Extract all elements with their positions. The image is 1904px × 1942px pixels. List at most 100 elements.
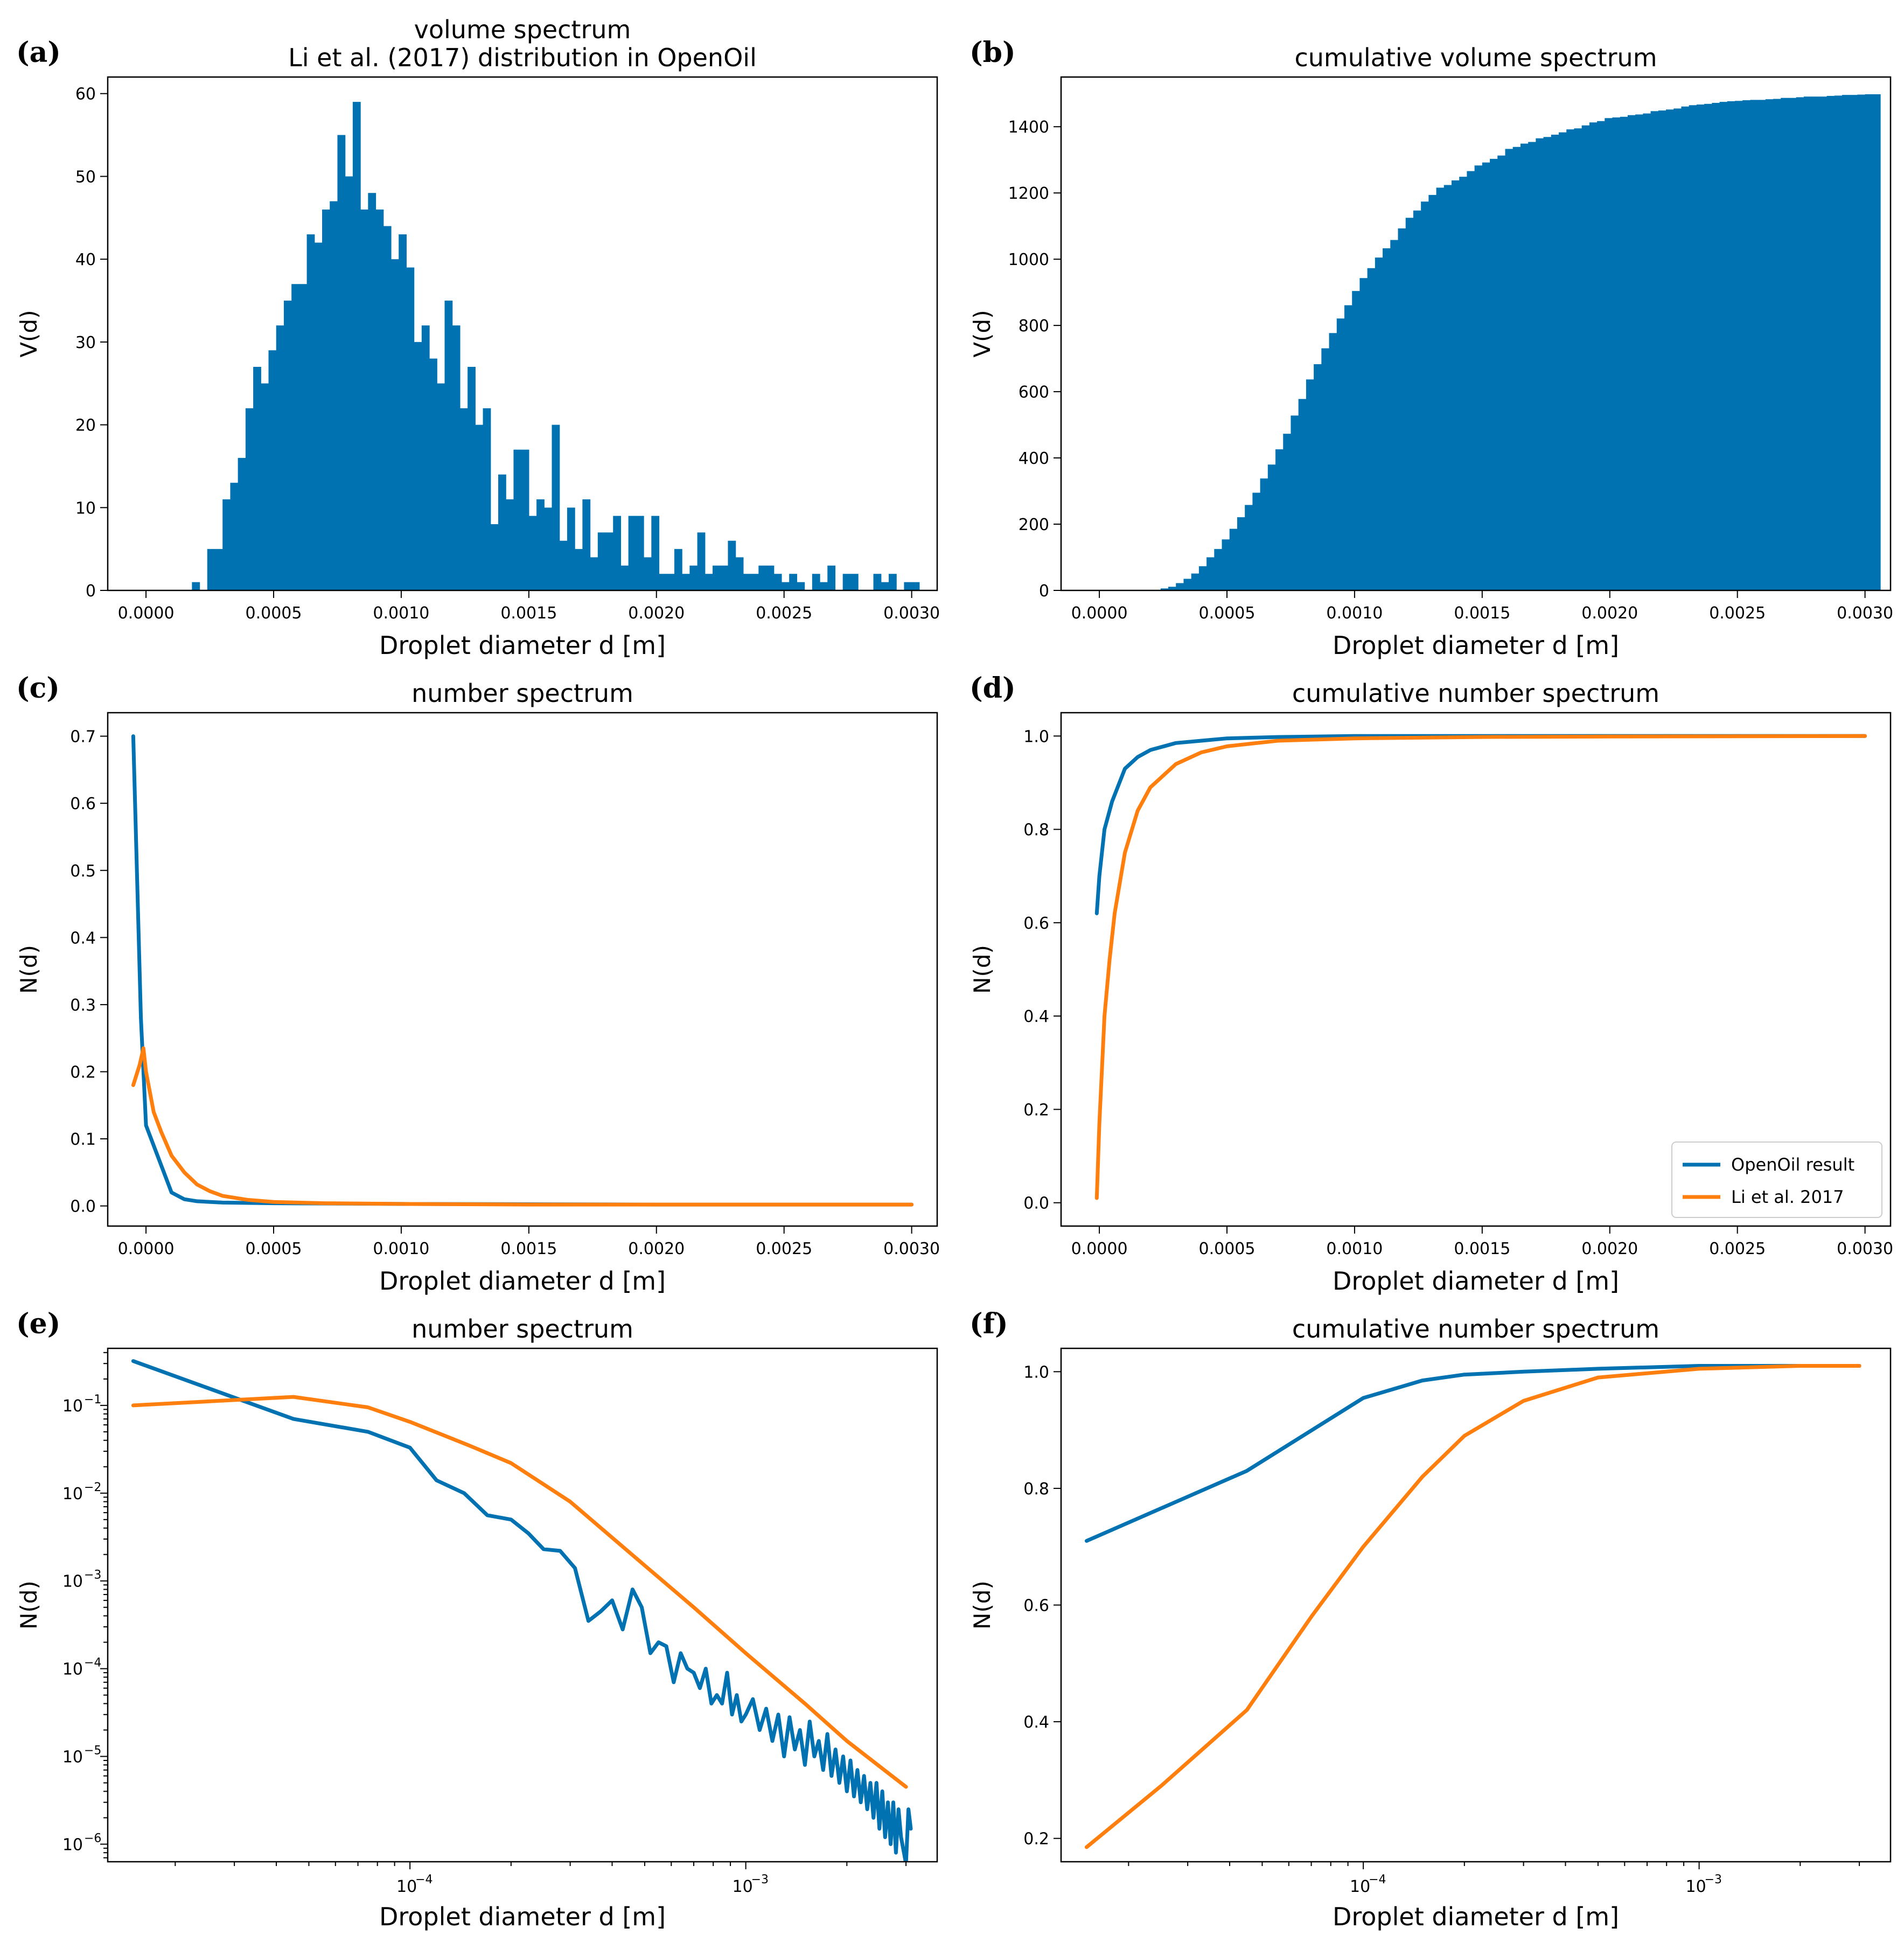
x-tick-label: 0.0015: [1454, 604, 1510, 623]
bar: [644, 557, 652, 590]
bar: [1719, 102, 1728, 590]
y-tick-label: 0.2: [1023, 1830, 1049, 1849]
x-tick-label: 0.0010: [1326, 1240, 1383, 1258]
bar: [383, 226, 392, 590]
bar: [345, 176, 353, 590]
y-tick-label: 0.3: [70, 996, 96, 1015]
y-tick-label: 1000: [1008, 250, 1049, 269]
x-tick-label: 0.0030: [883, 1240, 940, 1258]
x-tick-label: 10: [733, 1877, 753, 1896]
y-tick-label: 10: [62, 1748, 83, 1767]
panel-label: (b): [970, 36, 1016, 69]
bar: [330, 201, 338, 590]
bar: [705, 574, 713, 590]
y-tick-label: 50: [75, 168, 96, 186]
x-tick-exponent: −4: [1369, 1873, 1386, 1887]
bar: [475, 424, 484, 590]
bar: [1160, 588, 1169, 590]
x-tick-label: 0.0010: [1326, 604, 1383, 623]
bar: [421, 325, 430, 590]
y-tick-label: 60: [75, 85, 96, 104]
bar: [222, 499, 231, 590]
chart-title: number spectrum: [412, 1314, 633, 1344]
bar: [506, 499, 514, 590]
bar: [1306, 379, 1314, 590]
bar: [1206, 557, 1215, 590]
bar: [1559, 132, 1567, 590]
x-tick-label: 0.0015: [500, 1240, 557, 1258]
bar: [1727, 101, 1735, 590]
bar: [552, 424, 560, 590]
y-tick-exponent: −6: [84, 1832, 101, 1845]
bar: [390, 259, 399, 590]
y-tick-label: 0.1: [70, 1130, 96, 1149]
bar: [1291, 415, 1299, 590]
bar: [1467, 171, 1475, 590]
y-tick-exponent: −1: [84, 1393, 101, 1407]
y-tick-exponent: −5: [84, 1744, 101, 1758]
bar: [253, 366, 261, 590]
panel-b: 0.0000 0.0005 0.0010 0.0015 0.0020 0.0025 0.00…: [969, 36, 1893, 660]
bar: [659, 574, 667, 590]
bar: [666, 574, 675, 590]
x-axis-label: Droplet diameter d [m]: [1333, 631, 1619, 660]
plot-area: [1145, 94, 1881, 590]
bar: [1643, 113, 1651, 590]
plot-area: [192, 102, 920, 590]
legend-label: OpenOil result: [1731, 1154, 1854, 1175]
chart-title: cumulative volume spectrum: [1294, 43, 1657, 72]
bar: [1612, 117, 1621, 590]
axes-frame: [1060, 712, 1892, 1227]
bar: [1451, 180, 1460, 590]
y-tick-label: 10: [75, 499, 96, 518]
bar: [1443, 185, 1452, 590]
plot-area: [131, 734, 914, 1207]
bar: [1635, 114, 1643, 590]
y-axis-label: N(d): [969, 1581, 995, 1630]
bar: [674, 549, 682, 590]
x-axis-label: Droplet diameter d [m]: [379, 1266, 666, 1296]
bar: [812, 574, 820, 590]
bar: [827, 565, 836, 590]
x-tick-label: 0.0025: [1709, 1240, 1766, 1258]
bar: [314, 242, 323, 590]
bar: [1198, 566, 1207, 590]
bar: [1865, 94, 1873, 590]
x-axis-label: Droplet diameter d [m]: [379, 631, 666, 660]
bar: [1359, 278, 1368, 590]
x-tick-label: 10: [396, 1877, 417, 1896]
bar: [1298, 399, 1307, 590]
bar: [873, 574, 882, 590]
bar: [1581, 125, 1590, 590]
axes-frame: [1060, 76, 1892, 591]
x-tick-label: 0.0010: [373, 1240, 429, 1258]
y-tick-label: 30: [75, 333, 96, 352]
bar: [911, 582, 920, 590]
bar: [1252, 492, 1261, 590]
y-tick-label: 20: [75, 416, 96, 435]
y-tick-label: 0.8: [1023, 821, 1049, 840]
bar: [1796, 97, 1804, 590]
bar: [1176, 583, 1184, 590]
bar: [238, 458, 246, 590]
bar: [613, 516, 622, 590]
bar: [1689, 105, 1697, 590]
bar: [399, 234, 407, 590]
bar: [245, 408, 254, 590]
bar: [636, 516, 644, 590]
bar: [781, 582, 790, 590]
bar: [459, 408, 468, 590]
bar: [444, 301, 453, 590]
bar: [1490, 158, 1498, 590]
bar: [1834, 95, 1843, 590]
y-tick-label: 0.6: [70, 795, 96, 813]
x-tick-label: 0.0025: [756, 1240, 812, 1258]
x-tick-exponent: −4: [415, 1873, 433, 1887]
x-tick-label: 0.0025: [756, 604, 812, 623]
bar: [1658, 110, 1666, 590]
series-line-li2017: [1094, 734, 1867, 1200]
bar: [1712, 102, 1720, 590]
bar: [1367, 268, 1376, 590]
bar: [521, 449, 529, 590]
bar: [1781, 98, 1789, 590]
